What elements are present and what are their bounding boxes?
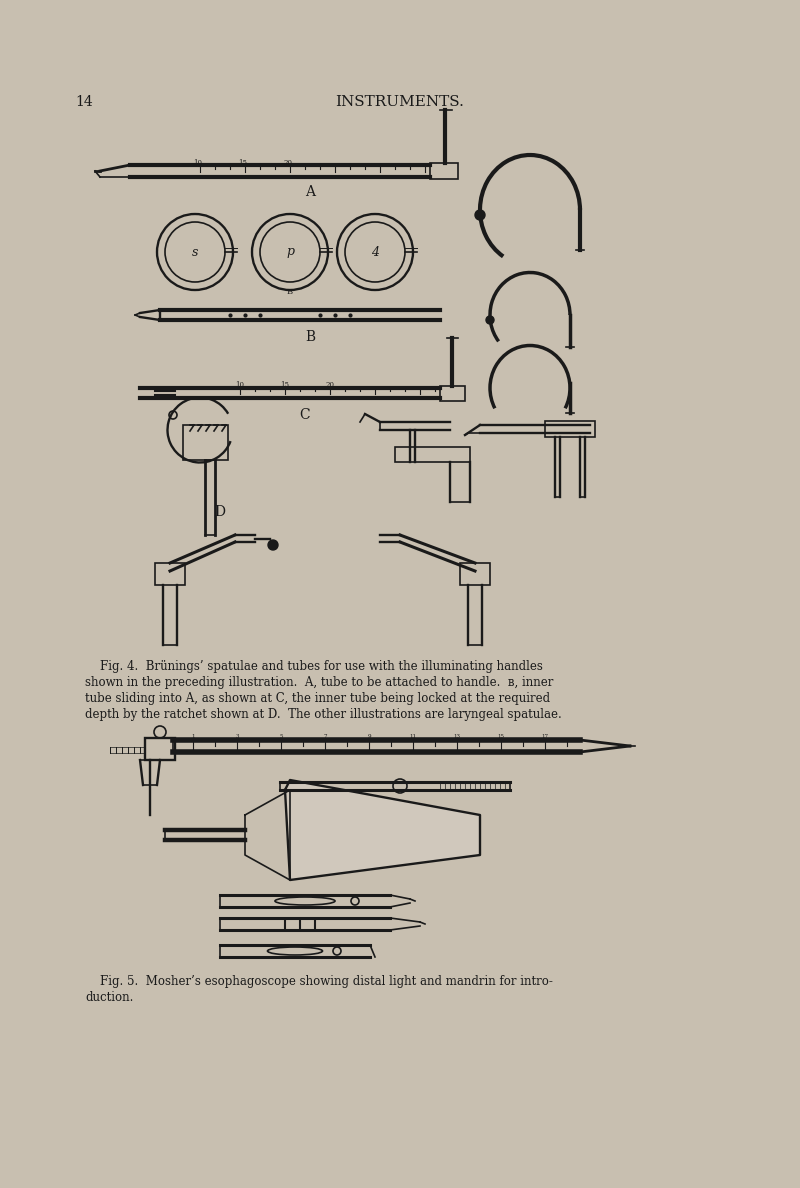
- Circle shape: [268, 541, 278, 550]
- Text: B: B: [287, 287, 293, 296]
- Bar: [145, 738, 175, 760]
- Text: INSTRUMENTS.: INSTRUMENTS.: [335, 95, 465, 109]
- Text: 15: 15: [498, 734, 505, 739]
- Text: 15: 15: [238, 159, 247, 168]
- Bar: [155, 563, 185, 584]
- Text: 13: 13: [454, 734, 461, 739]
- Text: duction.: duction.: [85, 991, 134, 1004]
- Polygon shape: [285, 781, 480, 880]
- Text: 5: 5: [279, 734, 282, 739]
- Text: 3: 3: [235, 734, 238, 739]
- Text: 14: 14: [75, 95, 93, 109]
- Bar: [440, 386, 465, 402]
- Bar: [460, 563, 490, 584]
- Circle shape: [486, 316, 494, 324]
- Text: D: D: [214, 505, 226, 519]
- Text: C: C: [300, 407, 310, 422]
- Text: 20: 20: [283, 159, 293, 168]
- Text: 4: 4: [371, 246, 379, 259]
- Text: Fig. 4.  Brünings’ spatulae and tubes for use with the illuminating handles: Fig. 4. Brünings’ spatulae and tubes for…: [85, 661, 543, 672]
- Text: 17: 17: [542, 734, 549, 739]
- Text: Fig. 5.  Mosher’s esophagoscope showing distal light and mandrin for intro-: Fig. 5. Mosher’s esophagoscope showing d…: [85, 975, 553, 988]
- Text: depth by the ratchet shown at D.  The other illustrations are laryngeal spatulae: depth by the ratchet shown at D. The oth…: [85, 708, 562, 721]
- Text: 11: 11: [410, 734, 417, 739]
- Text: p: p: [286, 246, 294, 259]
- Text: B: B: [305, 330, 315, 345]
- Bar: [395, 447, 470, 462]
- Text: shown in the preceding illustration.  A, tube to be attached to handle.  ʙ, inne: shown in the preceding illustration. A, …: [85, 676, 554, 689]
- Bar: [545, 421, 595, 437]
- Text: s: s: [192, 246, 198, 259]
- Text: 15: 15: [281, 381, 290, 388]
- Text: tube sliding into A, as shown at C, the inner tube being locked at the required: tube sliding into A, as shown at C, the …: [85, 691, 550, 704]
- Text: 10: 10: [235, 381, 245, 388]
- Text: 7: 7: [323, 734, 326, 739]
- Text: 20: 20: [326, 381, 334, 388]
- Text: 10: 10: [194, 159, 202, 168]
- Bar: [183, 425, 228, 460]
- Text: 1: 1: [191, 734, 194, 739]
- Polygon shape: [245, 790, 290, 880]
- Text: A: A: [305, 185, 315, 200]
- Text: 9: 9: [367, 734, 371, 739]
- Bar: [430, 163, 458, 179]
- Circle shape: [475, 210, 485, 220]
